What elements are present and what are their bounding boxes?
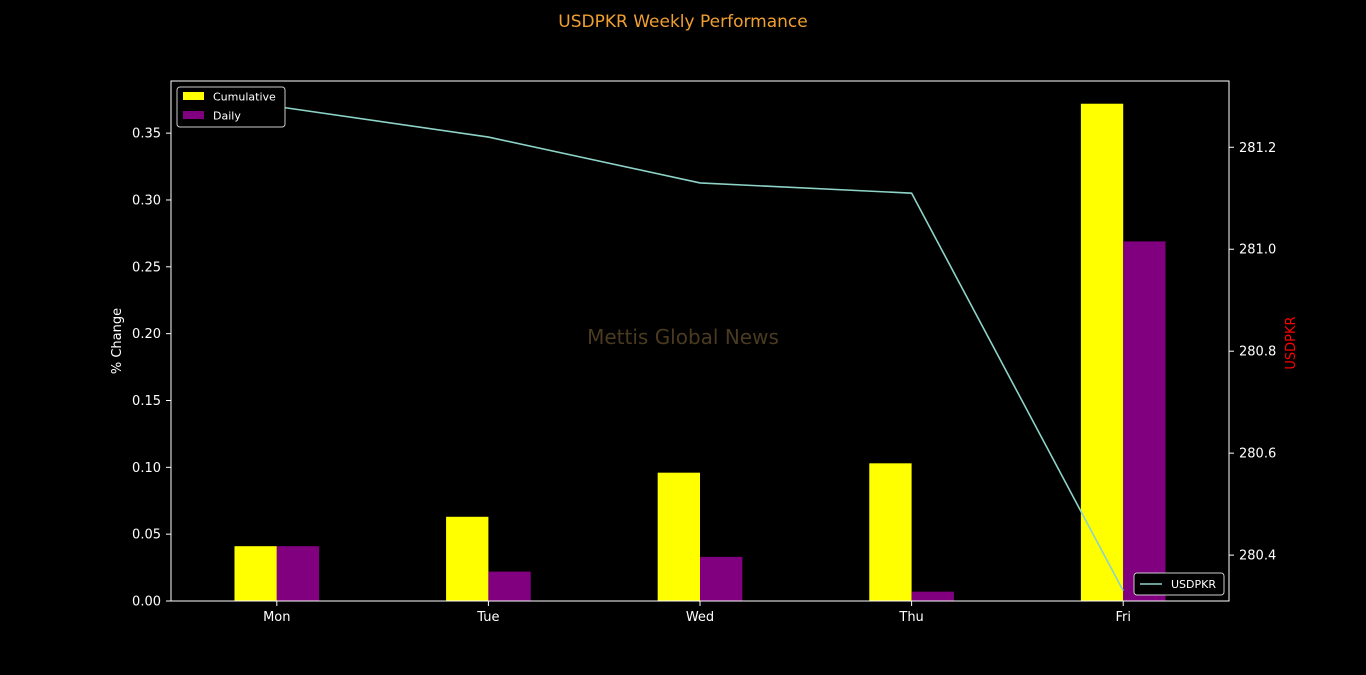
y-tick-label: 0.10 [132, 461, 161, 476]
y-tick-label: 0.00 [132, 595, 161, 610]
bar-daily-fri [1123, 241, 1166, 601]
bar-daily-tue [488, 571, 531, 601]
y2-tick-label: 280.4 [1239, 549, 1276, 564]
y2-tick-label: 280.6 [1239, 447, 1276, 462]
x-tick-label: Wed [686, 610, 714, 625]
legend-swatch [183, 111, 204, 119]
y-tick-label: 0.35 [132, 127, 161, 142]
bar-cumulative-mon [234, 546, 277, 601]
bar-daily-mon [276, 546, 320, 601]
bar-daily-thu [911, 591, 954, 601]
y-axis-right: 280.4 280.6 280.8 281.0 281.2 [1229, 141, 1276, 564]
bar-cumulative-fri [1080, 103, 1124, 601]
y-tick-label: 0.20 [132, 327, 161, 342]
legend-line-frame [1133, 572, 1225, 596]
x-tick-label: Thu [898, 610, 923, 625]
bar-cumulative-thu [869, 463, 912, 601]
legend-line: USDPKR [1133, 572, 1225, 596]
bar-group [234, 103, 1166, 601]
x-tick-label: Tue [476, 610, 499, 625]
x-tick-label: Fri [1115, 610, 1131, 625]
usdpkr-line [276, 105, 1124, 592]
legend-line-label: USDPKR [1171, 578, 1216, 591]
chart-title: USDPKR Weekly Performance [558, 12, 807, 32]
legend-label: Cumulative [213, 91, 276, 104]
legend-bars: Cumulative Daily [176, 86, 286, 128]
y-tick-label: 0.15 [132, 394, 161, 409]
y2-tick-label: 280.8 [1239, 345, 1276, 360]
bar-cumulative-tue [446, 516, 489, 601]
y-axis-label: % Change [110, 308, 125, 374]
x-tick-label: Mon [263, 610, 290, 625]
legend-label: Daily [213, 110, 241, 123]
x-axis: Mon Tue Wed Thu Fri [263, 601, 1131, 625]
legend-swatch [183, 92, 204, 100]
y-tick-label: 0.05 [132, 528, 161, 543]
watermark-text: Mettis Global News [587, 325, 779, 349]
y2-axis-label: USDPKR [1284, 316, 1299, 369]
y-tick-label: 0.25 [132, 260, 161, 275]
bar-cumulative-wed [657, 472, 700, 601]
y2-tick-label: 281.2 [1239, 141, 1276, 156]
line-layer [276, 105, 1124, 592]
y2-tick-label: 281.0 [1239, 243, 1276, 258]
y-axis-left: 0.00 0.05 0.10 0.15 0.20 0.25 0.30 0.35 [132, 127, 171, 610]
bar-daily-wed [700, 556, 743, 601]
y-tick-label: 0.30 [132, 193, 161, 208]
